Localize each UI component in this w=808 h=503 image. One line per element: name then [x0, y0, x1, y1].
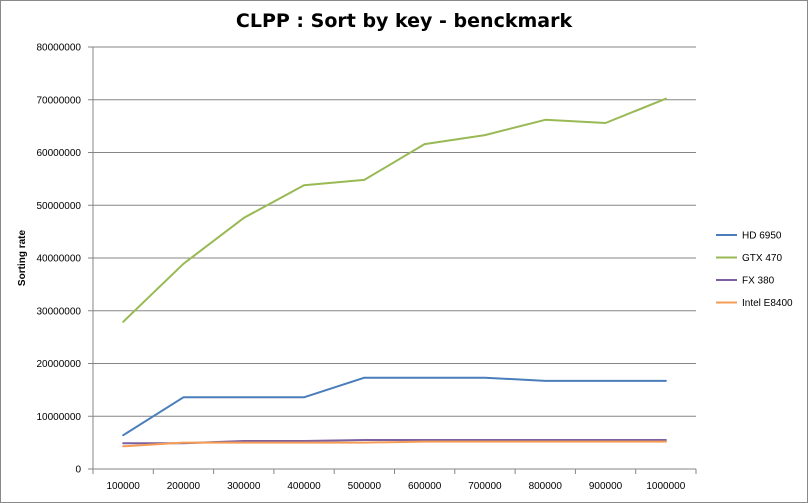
y-tick-label: 30000000	[37, 306, 82, 317]
y-tick-label: 40000000	[37, 254, 82, 265]
x-tick-labels: 100000 200000 300000 400000 500000 600000 7000…	[106, 481, 685, 492]
y-tick-label: 80000000	[37, 43, 82, 54]
x-tick-label: 100000	[106, 481, 140, 492]
legend-label-gtx-470: GTX 470	[742, 253, 782, 264]
x-tick-label: 600000	[408, 481, 442, 492]
y-tick-label: 10000000	[37, 412, 82, 423]
legend-label-hd-6950: HD 6950	[742, 231, 782, 242]
x-tick-label: 1000000	[646, 481, 685, 492]
x-tick-label: 200000	[167, 481, 201, 492]
x-tick-label: 300000	[227, 481, 261, 492]
series-line-gtx-470	[122, 97, 667, 323]
series-line-intel-e8400	[122, 440, 667, 448]
legend: HD 6950 GTX 470 FX 380 Intel E8400	[716, 231, 793, 309]
x-tick-label: 700000	[468, 481, 502, 492]
x-tick-label: 400000	[287, 481, 321, 492]
grid-lines	[93, 46, 696, 417]
y-tick-label: 0	[75, 465, 81, 476]
x-tick-label: 800000	[529, 481, 563, 492]
y-axis-label: Sorting rate	[17, 230, 28, 287]
legend-label-fx-380: FX 380	[742, 276, 775, 287]
y-tick-label: 20000000	[37, 359, 82, 370]
chart-title: CLPP : Sort by key - benckmark	[236, 10, 573, 32]
series-lines	[122, 97, 667, 448]
x-tick-label: 500000	[348, 481, 382, 492]
series-line-hd-6950	[122, 376, 667, 437]
y-tick-label: 50000000	[37, 201, 82, 212]
legend-label-intel-e8400: Intel E8400	[742, 298, 793, 309]
y-tick-label: 60000000	[37, 148, 82, 159]
x-tick-label: 900000	[589, 481, 623, 492]
axes	[88, 46, 697, 474]
y-tick-labels: 0 10000000 20000000 30000000 40000000 5000000…	[37, 43, 82, 476]
y-tick-label: 70000000	[37, 95, 82, 106]
